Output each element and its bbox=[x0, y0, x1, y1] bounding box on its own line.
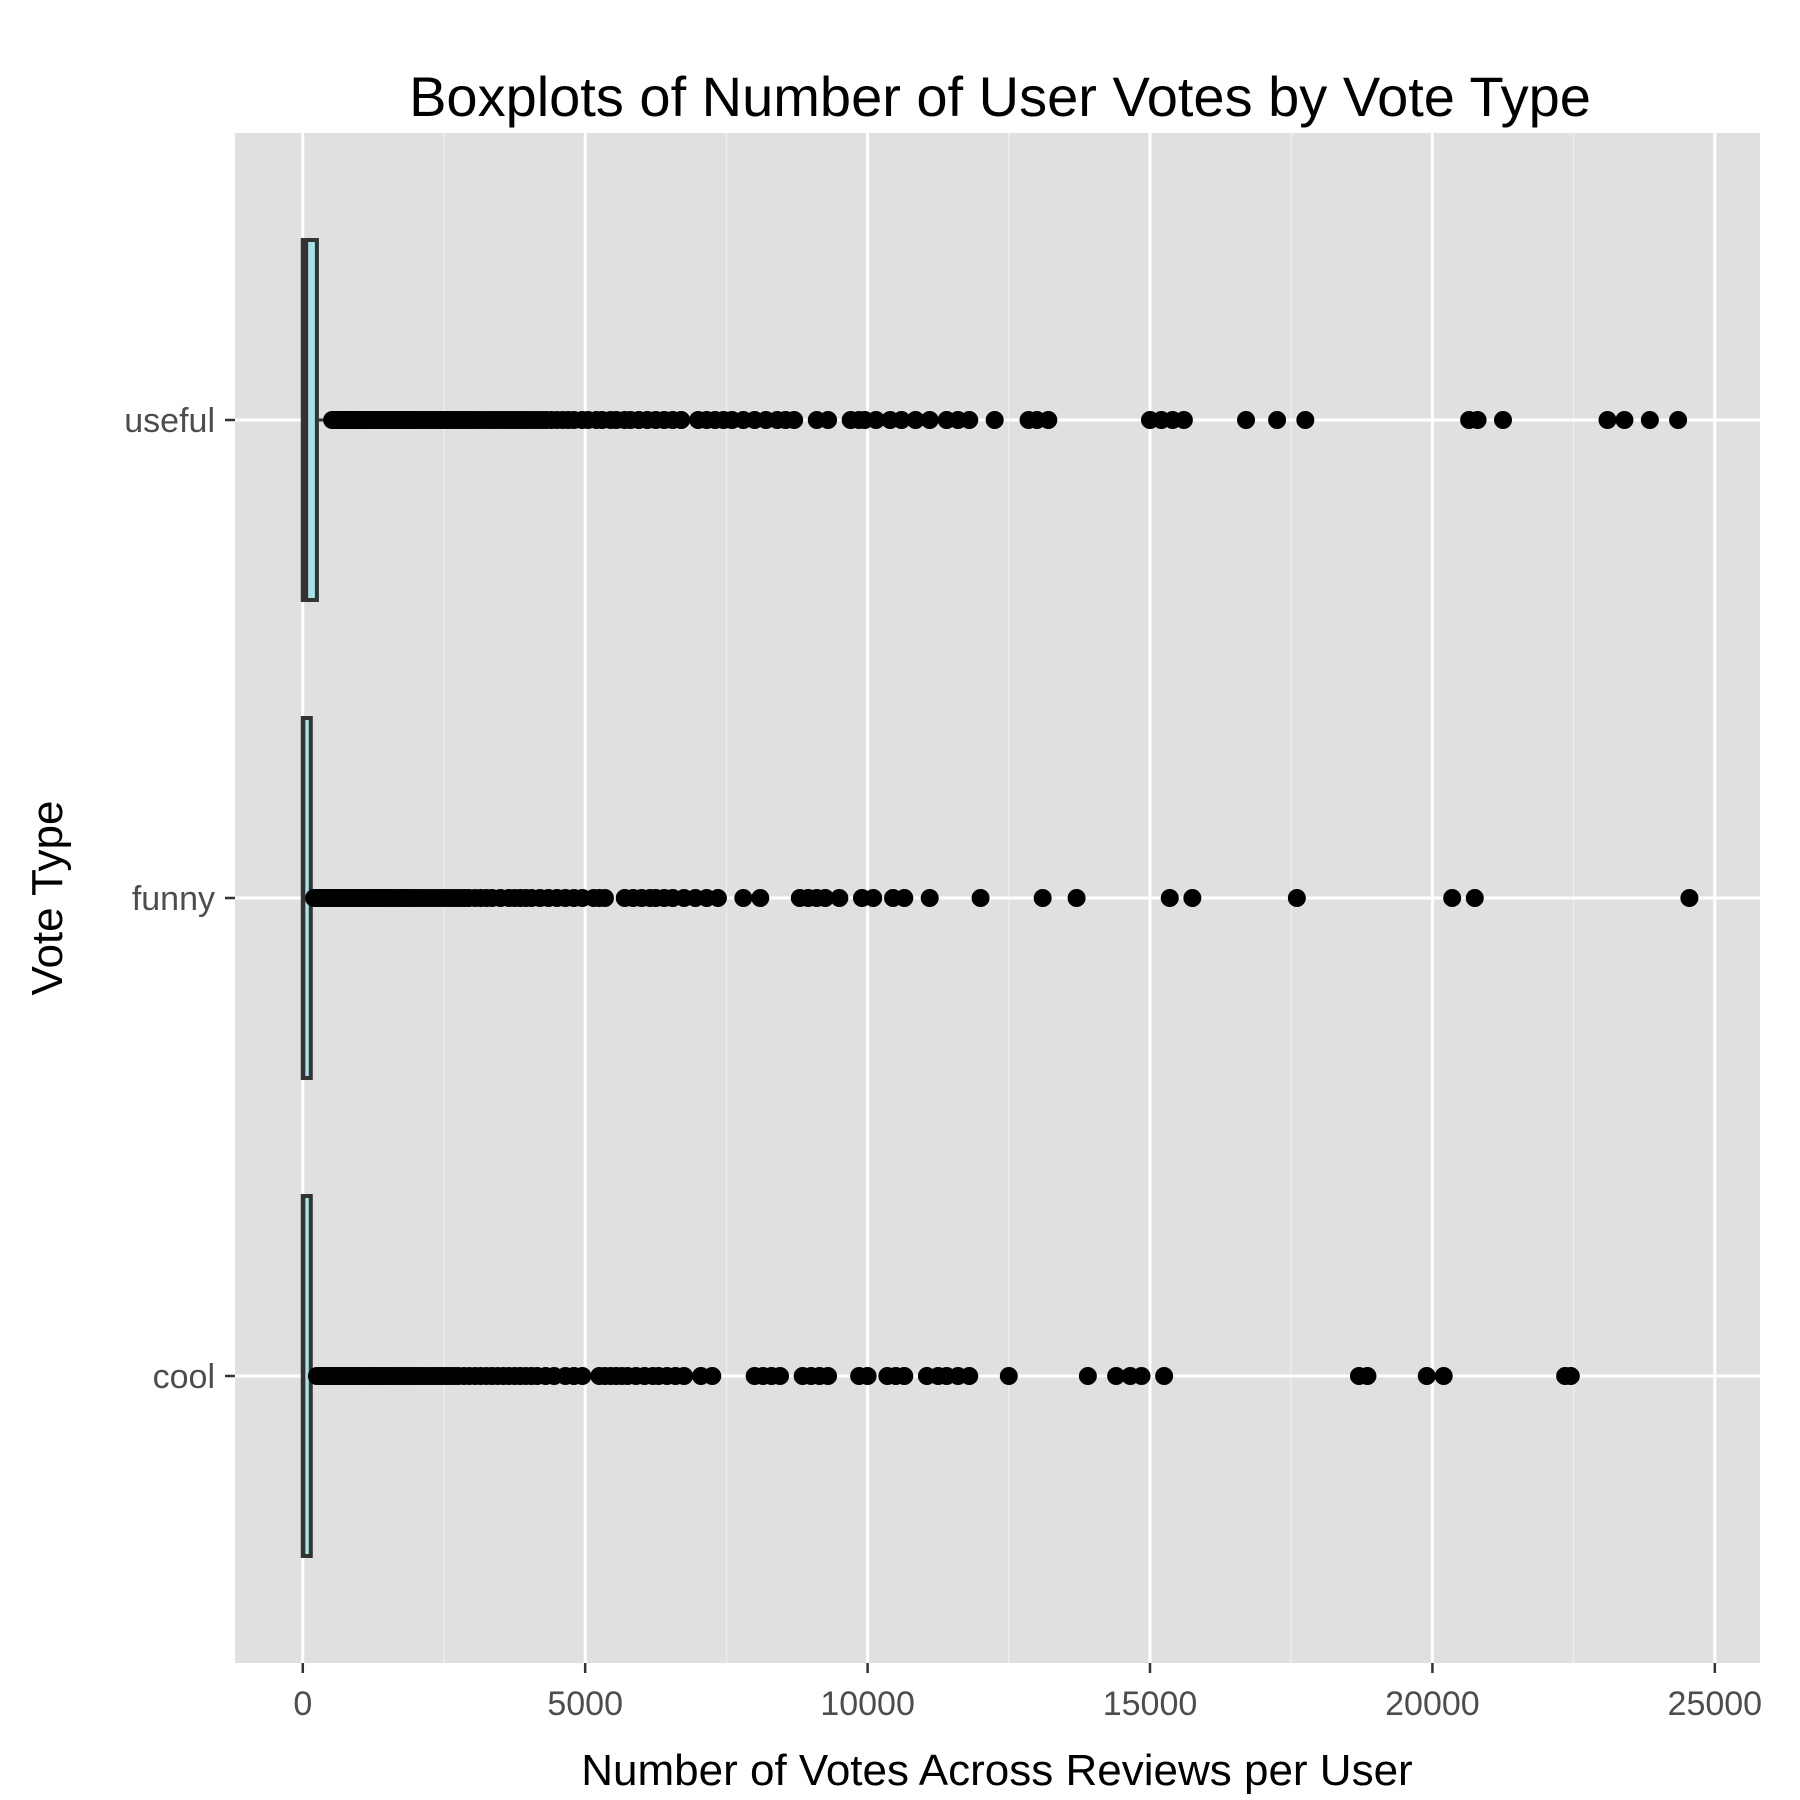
outlier-point bbox=[1615, 411, 1634, 429]
outlier-point bbox=[1468, 411, 1487, 429]
outlier-point bbox=[920, 889, 939, 907]
outlier-point bbox=[1598, 411, 1617, 429]
outlier-point bbox=[960, 1367, 979, 1385]
outlier-point bbox=[785, 411, 804, 429]
x-tick-label: 20000 bbox=[1385, 1685, 1480, 1723]
outlier-point bbox=[999, 1367, 1018, 1385]
outlier-point bbox=[1669, 411, 1688, 429]
outlier-point bbox=[1465, 889, 1484, 907]
y-tick-label: cool bbox=[153, 1358, 215, 1396]
y-tick-label: useful bbox=[124, 402, 215, 440]
y-tick-label: funny bbox=[132, 880, 215, 918]
outlier-point bbox=[1132, 1367, 1151, 1385]
x-tick-label: 15000 bbox=[1103, 1685, 1198, 1723]
outlier-point bbox=[1358, 1367, 1377, 1385]
outlier-point bbox=[906, 411, 925, 429]
outlier-point bbox=[1417, 1367, 1436, 1385]
y-axis-title: Vote Type bbox=[23, 801, 72, 996]
y-axis-ticks: useful funny cool bbox=[124, 402, 235, 1396]
outlier-point bbox=[971, 889, 990, 907]
x-axis-ticks: 0 5000 10000 15000 20000 25000 bbox=[293, 1663, 1762, 1723]
outlier-point bbox=[864, 889, 883, 907]
outlier-point bbox=[816, 889, 835, 907]
chart-title: Boxplots of Number of User Votes by Vote… bbox=[409, 65, 1591, 128]
outlier-point bbox=[819, 1367, 838, 1385]
x-tick-label: 25000 bbox=[1668, 1685, 1763, 1723]
outlier-point bbox=[1680, 889, 1699, 907]
outlier-point bbox=[1078, 1367, 1097, 1385]
outlier-point bbox=[1155, 1367, 1174, 1385]
outlier-point bbox=[867, 411, 886, 429]
outlier-point bbox=[1494, 411, 1513, 429]
outlier-point bbox=[1039, 411, 1058, 429]
outlier-point bbox=[1237, 411, 1256, 429]
outlier-point bbox=[675, 1367, 694, 1385]
outlier-point bbox=[672, 411, 691, 429]
outlier-point bbox=[1174, 411, 1193, 429]
x-tick-label: 10000 bbox=[820, 1685, 915, 1723]
outlier-point bbox=[892, 411, 911, 429]
outlier-point bbox=[703, 1367, 722, 1385]
outlier-point bbox=[895, 1367, 914, 1385]
outlier-point bbox=[573, 1367, 592, 1385]
outlier-point bbox=[1287, 889, 1306, 907]
outlier-point bbox=[985, 411, 1004, 429]
outlier-point bbox=[1640, 411, 1659, 429]
outlier-point bbox=[830, 889, 849, 907]
outlier-point bbox=[1443, 889, 1462, 907]
outlier-point bbox=[734, 889, 753, 907]
x-tick-label: 5000 bbox=[547, 1685, 623, 1723]
outlier-point bbox=[858, 1367, 877, 1385]
outlier-point bbox=[595, 889, 614, 907]
outlier-point bbox=[1107, 1367, 1126, 1385]
outlier-point bbox=[1160, 889, 1179, 907]
outlier-point bbox=[1033, 889, 1052, 907]
outlier-point bbox=[1561, 1367, 1580, 1385]
outlier-point bbox=[1268, 411, 1287, 429]
x-tick-label: 0 bbox=[293, 1685, 312, 1723]
outlier-point bbox=[708, 889, 727, 907]
outlier-point bbox=[1434, 1367, 1453, 1385]
outlier-point bbox=[1296, 411, 1315, 429]
outlier-point bbox=[960, 411, 979, 429]
x-axis-title: Number of Votes Across Reviews per User bbox=[581, 1746, 1412, 1795]
outlier-point bbox=[1067, 889, 1086, 907]
outlier-point bbox=[771, 1367, 790, 1385]
outlier-points bbox=[305, 411, 1699, 1385]
outlier-point bbox=[819, 411, 838, 429]
outlier-point bbox=[895, 889, 914, 907]
outlier-point bbox=[920, 411, 939, 429]
outlier-point bbox=[1183, 889, 1202, 907]
outlier-point bbox=[751, 889, 770, 907]
major-gridlines bbox=[235, 133, 1760, 1663]
